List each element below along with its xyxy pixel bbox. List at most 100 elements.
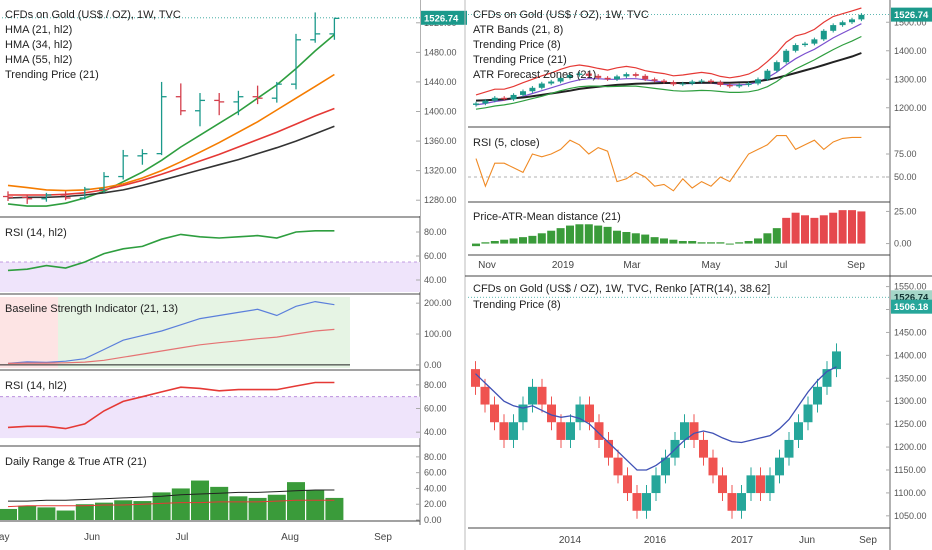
y-tick-label: 1400.00 bbox=[894, 350, 927, 360]
legend-entry: Trending Price (8) bbox=[473, 299, 561, 311]
candle-body bbox=[849, 19, 855, 23]
renko-brick bbox=[794, 422, 803, 440]
baseline-line-0 bbox=[7, 300, 335, 364]
range-bar bbox=[95, 502, 113, 520]
distance-bar bbox=[575, 224, 584, 244]
x-axis-label: 2017 bbox=[731, 535, 754, 546]
distance-bar bbox=[556, 228, 565, 244]
renko-brick bbox=[518, 404, 528, 423]
range-bar bbox=[210, 486, 229, 520]
chart-title: CFDs on Gold (US$ / OZ), 1W, TVC bbox=[5, 9, 181, 21]
distance-bar bbox=[631, 233, 640, 244]
distance-bar bbox=[838, 210, 847, 244]
renko-brick bbox=[547, 404, 556, 423]
renko-brick bbox=[471, 369, 480, 387]
left-layout: 1280.00 1320.00 1360.00 1400.00 1440.00 1480.… bbox=[0, 0, 467, 543]
candle-body bbox=[529, 87, 536, 92]
distance-bar bbox=[810, 217, 819, 244]
distance-bar bbox=[490, 241, 499, 244]
x-axis-label: Sep bbox=[374, 532, 392, 543]
x-axis-label: Jun bbox=[84, 532, 100, 543]
candle-body bbox=[501, 97, 508, 100]
y-tick-label: 40.00 bbox=[424, 483, 447, 493]
y-tick-label: 1500.00 bbox=[894, 17, 927, 27]
y-tick-label: 1550.00 bbox=[894, 282, 927, 292]
y-tick-label: 100.00 bbox=[424, 329, 452, 339]
candle-body bbox=[764, 70, 771, 80]
candle-body bbox=[632, 74, 639, 76]
x-axis-label: May bbox=[702, 260, 721, 271]
distance-bar bbox=[594, 225, 603, 244]
rsi-line bbox=[475, 135, 862, 192]
y-tick-label: 1320.00 bbox=[424, 166, 457, 176]
x-axis-label: Aug bbox=[281, 532, 299, 543]
candle-body bbox=[839, 22, 846, 26]
candle-body bbox=[576, 73, 583, 75]
panel-title: RSI (5, close) bbox=[473, 137, 540, 149]
candle-body bbox=[670, 82, 677, 85]
atr-line-0 bbox=[8, 489, 335, 502]
band-line-0 bbox=[475, 7, 862, 96]
distance-bar bbox=[725, 243, 734, 245]
legend-entry: Trending Price (21) bbox=[473, 54, 567, 66]
range-bar bbox=[171, 488, 190, 520]
hma-line-3 bbox=[7, 125, 335, 199]
renko-brick bbox=[585, 404, 594, 423]
distance-bar bbox=[763, 233, 772, 244]
y-tick-label: 60.00 bbox=[424, 468, 447, 478]
candle-body bbox=[820, 30, 827, 40]
y-tick-label: 50.00 bbox=[894, 172, 917, 182]
distance-bar bbox=[744, 241, 753, 244]
x-axis-label: Nov bbox=[478, 260, 496, 271]
y-tick-label: 1100.00 bbox=[894, 488, 926, 498]
renko-brick bbox=[813, 386, 822, 405]
y-tick-label: 60.00 bbox=[424, 251, 447, 261]
y-tick-label: 1300.00 bbox=[894, 396, 927, 406]
candle-body bbox=[698, 80, 705, 82]
renko-brick bbox=[499, 422, 509, 440]
renko-brick bbox=[604, 439, 613, 458]
renko-trend-line bbox=[475, 366, 837, 471]
candle-body bbox=[482, 100, 489, 104]
renko-brick bbox=[632, 493, 642, 511]
renko-brick bbox=[699, 439, 708, 458]
range-bar bbox=[152, 492, 171, 520]
price-tag-label: 1526.74 bbox=[894, 293, 929, 304]
y-tick-label: 40.00 bbox=[424, 275, 447, 285]
range-bar bbox=[18, 505, 37, 520]
distance-bar bbox=[481, 242, 490, 244]
y-tick-label: 1280.00 bbox=[424, 195, 457, 205]
candle-body bbox=[811, 39, 818, 44]
x-axis-label: May bbox=[0, 532, 9, 543]
panel-title: Daily Range & True ATR (21) bbox=[5, 456, 147, 468]
renko-brick bbox=[480, 386, 490, 405]
candle-body bbox=[585, 73, 592, 76]
distance-bar bbox=[603, 226, 612, 244]
renko-brick bbox=[680, 422, 689, 440]
candle-body bbox=[745, 83, 752, 85]
distance-bar bbox=[650, 237, 659, 244]
x-axis-label: Jun bbox=[799, 535, 815, 546]
candle-body bbox=[708, 80, 714, 83]
legend-entry: Trending Price (8) bbox=[473, 39, 561, 51]
distance-bar bbox=[707, 242, 715, 244]
rsi-line bbox=[7, 230, 335, 272]
renko-brick bbox=[803, 404, 813, 423]
range-bar bbox=[133, 501, 152, 520]
price-tag bbox=[891, 7, 932, 22]
renko-brick bbox=[746, 475, 756, 494]
distance-bar bbox=[584, 224, 593, 244]
candle-body bbox=[604, 77, 611, 80]
chart-title: CFDs on Gold (US$ / OZ), 1W, TVC, Renko … bbox=[473, 283, 770, 295]
bullish-zone bbox=[58, 297, 350, 368]
y-tick-label: 1360.00 bbox=[424, 136, 457, 146]
baseline-line-1 bbox=[7, 328, 335, 364]
distance-bar bbox=[848, 210, 856, 244]
candle-body bbox=[792, 45, 799, 51]
panel-title: Baseline Strength Indicator (21, 13) bbox=[5, 303, 178, 315]
rsi-band bbox=[0, 262, 420, 292]
range-bar bbox=[229, 496, 248, 520]
distance-bar bbox=[528, 235, 537, 244]
y-tick-label: 0.00 bbox=[894, 239, 912, 249]
y-tick-label: 1480.00 bbox=[424, 47, 457, 57]
